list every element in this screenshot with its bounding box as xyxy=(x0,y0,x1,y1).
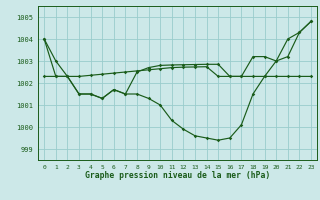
X-axis label: Graphe pression niveau de la mer (hPa): Graphe pression niveau de la mer (hPa) xyxy=(85,171,270,180)
